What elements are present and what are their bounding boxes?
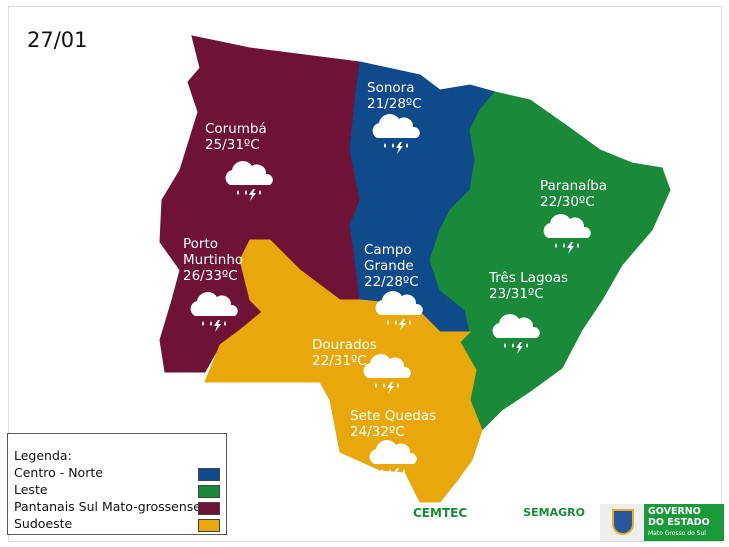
city-name: Três Lagoas xyxy=(489,270,569,286)
legend: Legenda: Centro - Norte Leste Pantanais … xyxy=(7,433,227,535)
legend-swatch xyxy=(198,519,220,532)
city-temp: 22/30ºC xyxy=(540,194,595,210)
cemtec-text: CEMTEC xyxy=(413,506,468,520)
city-temp: 24/32ºC xyxy=(350,424,405,440)
legend-label: Centro - Norte xyxy=(14,465,103,480)
city-temp: 25/31ºC xyxy=(205,137,260,153)
governo-box: GOVERNO DO ESTADO Mato Grosso do Sul xyxy=(644,504,724,541)
city-temp: 22/28ºC xyxy=(364,274,419,290)
cemtec-logo: CEMTEC xyxy=(413,506,467,530)
legend-swatch xyxy=(198,468,220,481)
city-paranaiba: Paranaíba 22/30ºC xyxy=(540,178,607,210)
governo-logo: GOVERNO DO ESTADO Mato Grosso do Sul xyxy=(600,504,724,541)
city-name: Sete Quedas xyxy=(350,408,437,424)
city-temp: 21/28ºC xyxy=(367,96,422,112)
city-temp: 22/31ºC xyxy=(312,353,367,369)
city-temp: 23/31ºC xyxy=(489,286,544,302)
city-name: Corumbá xyxy=(205,121,267,137)
legend-item: Pantanais Sul Mato-grossense xyxy=(14,499,220,516)
city-sonora: Sonora 21/28ºC xyxy=(367,80,422,112)
gov-line1: GOVERNO xyxy=(648,506,701,517)
legend-label: Sudoeste xyxy=(14,516,73,531)
city-campo-grande: Campo Grande 22/28ºC xyxy=(364,242,424,290)
city-porto-murtinho: Porto Murtinho 26/33ºC xyxy=(183,236,253,284)
city-name: Paranaíba xyxy=(540,178,608,194)
city-temp: 26/33ºC xyxy=(183,268,238,284)
city-name: Sonora xyxy=(367,80,415,96)
city-name: Campo Grande xyxy=(364,242,414,274)
region-sudoeste xyxy=(204,239,483,503)
legend-item: Leste xyxy=(14,482,220,499)
city-dourados: Dourados 22/31ºC xyxy=(312,337,377,369)
legend-label: Leste xyxy=(14,482,48,497)
legend-title: Legenda: xyxy=(14,448,72,463)
city-tres-lagoas: Três Lagoas 23/31ºC xyxy=(489,270,568,302)
frame xyxy=(8,6,722,542)
legend-swatch xyxy=(198,485,220,498)
gov-line3: Mato Grosso do Sul xyxy=(648,530,706,537)
city-corumba: Corumbá 25/31ºC xyxy=(205,121,267,153)
forecast-date: 27/01 xyxy=(27,28,88,52)
legend-swatch xyxy=(198,502,220,515)
semagro-logo: SEMAGRO xyxy=(500,506,585,529)
city-name: Dourados xyxy=(312,337,377,353)
state-crest-icon xyxy=(612,509,634,535)
semagro-text: SEMAGRO xyxy=(523,506,585,519)
gov-line2: DO ESTADO xyxy=(648,517,710,528)
city-name: Porto Murtinho xyxy=(183,236,244,268)
legend-item: Centro - Norte xyxy=(14,465,220,482)
city-sete-quedas: Sete Quedas 24/32ºC xyxy=(350,408,436,440)
legend-item: Sudoeste xyxy=(14,516,220,533)
legend-label: Pantanais Sul Mato-grossense xyxy=(14,499,201,514)
